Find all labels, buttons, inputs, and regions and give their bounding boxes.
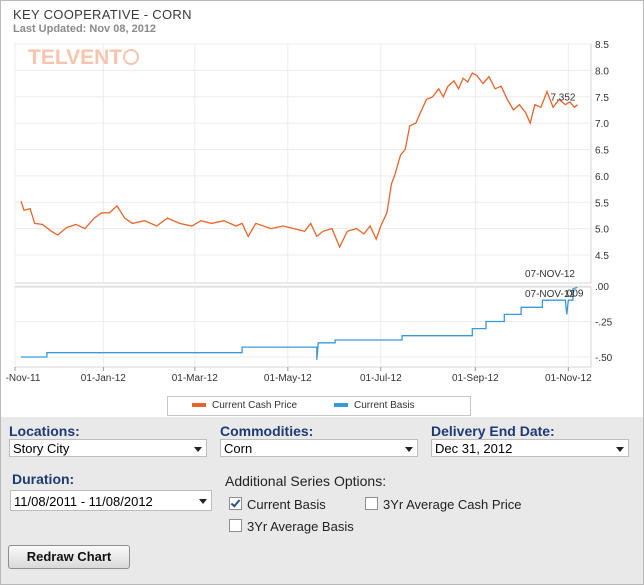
basis-y-tick-label: .00 (595, 282, 609, 293)
controls-panel: Locations: Story City Commodities: Corn … (0, 417, 644, 585)
commodity-value: Corn (224, 441, 253, 456)
delivery-date-select[interactable]: Dec 31, 2012 (431, 439, 629, 457)
chart-frame: TELVENT 4.5 5.0 5.5 6.0 6.5 7.0 7.5 8.0 8.5 -.50 -… (0, 0, 644, 418)
legend-swatch-basis (334, 403, 348, 408)
y-tick-label: 7.5 (595, 93, 609, 104)
y-tick-label: 8.5 (595, 40, 609, 51)
chevron-down-icon (199, 499, 207, 504)
current-basis-label: Current Basis (247, 497, 326, 512)
3yr-cash-checkbox[interactable] (365, 497, 378, 510)
last-updated: Last Updated: Nov 08, 2012 (13, 23, 157, 35)
legend-label-cash: Current Cash Price (212, 400, 298, 411)
y-tick-label: 8.0 (595, 66, 609, 77)
option-3yr-cash[interactable]: 3Yr Average Cash Price (365, 497, 522, 512)
redraw-chart-button[interactable]: Redraw Chart (8, 545, 130, 569)
chevron-down-icon (616, 447, 624, 452)
delivery-value: Dec 31, 2012 (435, 441, 513, 456)
basis-plot-area (14, 286, 592, 368)
cash-price-line (20, 72, 578, 249)
location-value: Story City (13, 441, 70, 456)
basis-y-tick-label: -.50 (595, 353, 613, 364)
y-tick-label: 5.5 (595, 198, 609, 209)
x-tick-label: 01-May-12 (264, 373, 312, 384)
y-tick-label: 4.5 (595, 251, 609, 262)
chart-svg: TELVENT 4.5 5.0 5.5 6.0 6.5 7.0 7.5 8.0 8.5 -.50 -… (6, 40, 613, 384)
x-tick-label: 01-Nov-12 (545, 373, 592, 384)
duration-value: 11/08/2011 - 11/08/2012 (14, 494, 153, 509)
x-tick-label: 01-Mar-12 (172, 373, 219, 384)
watermark-circle (123, 49, 139, 65)
legend-label-basis: Current Basis (354, 400, 415, 411)
x-tick-label: -Nov-11 (6, 373, 41, 384)
legend-swatch-cash (192, 403, 206, 408)
location-select[interactable]: Story City (9, 439, 207, 457)
3yr-cash-label: 3Yr Average Cash Price (383, 497, 522, 512)
locations-label: Locations: (9, 423, 80, 439)
cash-date-label: 07-NOV-12 (525, 269, 575, 280)
basis-last-value-label: .009 (564, 288, 584, 299)
commodities-label: Commodities: (220, 423, 314, 439)
legend: Current Cash Price Current Basis (167, 396, 471, 416)
option-3yr-basis[interactable]: 3Yr Average Basis (229, 519, 354, 534)
watermark-logo: TELVENT (28, 46, 122, 69)
3yr-basis-checkbox[interactable] (229, 519, 242, 532)
y-tick-label: 5.0 (595, 225, 609, 236)
duration-select[interactable]: 11/08/2011 - 11/08/2012 (10, 490, 212, 511)
legend-item-cash[interactable]: Current Cash Price (192, 400, 297, 411)
x-tick-label: 01-Jul-12 (360, 373, 402, 384)
y-tick-label: 6.5 (595, 146, 609, 157)
y-tick-label: 6.0 (595, 172, 609, 183)
basis-line (21, 286, 578, 360)
basis-y-tick-label: -.25 (595, 318, 613, 329)
basis-date-label: 07-NOV-12 (525, 289, 575, 300)
chevron-down-icon (194, 447, 202, 452)
chevron-down-icon (405, 447, 413, 452)
cash-last-value-label: 7.352 (550, 93, 575, 104)
duration-label: Duration: (12, 471, 75, 487)
main-plot-area (14, 43, 592, 284)
3yr-basis-label: 3Yr Average Basis (247, 519, 354, 534)
option-current-basis[interactable]: Current Basis (229, 497, 326, 512)
commodity-select[interactable]: Corn (220, 439, 418, 457)
x-tick-label: 01-Jan-12 (81, 373, 126, 384)
current-basis-checkbox[interactable] (229, 497, 242, 510)
delivery-label: Delivery End Date: (431, 423, 555, 439)
chart-title: KEY COOPERATIVE - CORN (13, 7, 192, 22)
x-tick-label: 01-Sep-12 (452, 373, 499, 384)
additional-options-label: Additional Series Options: (225, 473, 387, 489)
y-tick-label: 7.0 (595, 119, 609, 130)
legend-item-basis[interactable]: Current Basis (334, 400, 415, 411)
